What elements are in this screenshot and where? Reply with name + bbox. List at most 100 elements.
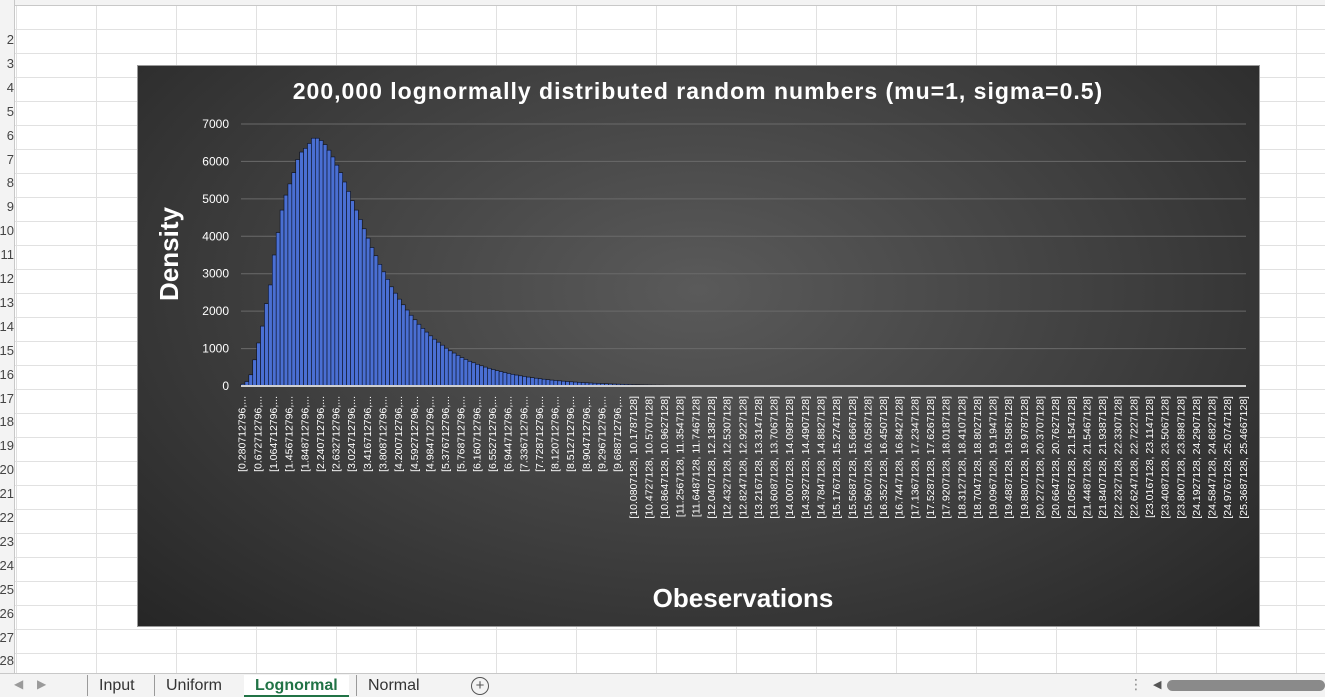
bar <box>511 374 515 386</box>
row-number[interactable]: 16 <box>0 367 14 382</box>
x-tick-label: [15.1767128, 15.2747128] <box>831 396 843 519</box>
bar <box>487 368 491 386</box>
row-number[interactable]: 28 <box>0 653 14 668</box>
bar <box>362 229 366 386</box>
x-tick-label: [20.2727128, 20.3707128] <box>1034 396 1046 519</box>
row-number[interactable]: 4 <box>0 80 14 95</box>
x-tick-label: [15.5687128, 15.6667128] <box>847 396 859 519</box>
bar <box>268 285 272 386</box>
row-number[interactable]: 25 <box>0 582 14 597</box>
row-number[interactable]: 24 <box>0 558 14 573</box>
bar <box>288 184 292 386</box>
bar <box>499 372 503 386</box>
bar <box>448 351 452 386</box>
x-tick-label: [12.0407128, 12.1387128] <box>706 396 718 519</box>
bar <box>276 233 280 386</box>
row-number[interactable]: 9 <box>0 199 14 214</box>
tab-lognormal[interactable]: Lognormal <box>244 675 349 697</box>
x-tick-label: [0.672712796,... <box>252 396 264 472</box>
x-tick-label: [21.8407128, 21.9387128] <box>1097 396 1109 519</box>
row-number[interactable]: 13 <box>0 295 14 310</box>
x-tick-label: [4.984712796,... <box>424 396 436 472</box>
bar <box>327 150 331 386</box>
scroll-left-icon[interactable]: ◀ <box>1153 678 1161 691</box>
bar <box>444 348 448 386</box>
x-tick-label: [9.688712796,... <box>612 396 624 472</box>
bar <box>538 379 542 386</box>
x-tick-label: [17.5287128, 17.6267128] <box>925 396 937 519</box>
x-tick-label: [2.632712796,... <box>331 396 343 472</box>
bar <box>331 157 335 386</box>
row-number[interactable]: 12 <box>0 271 14 286</box>
x-tick-label: [7.728712796,... <box>534 396 546 472</box>
row-number[interactable]: 3 <box>0 56 14 71</box>
prev-sheet-icon[interactable]: ◀ <box>14 677 23 691</box>
x-tick-label: [13.2167128, 13.3147128] <box>753 396 765 519</box>
x-tick-label: [23.8007128, 23.8987128] <box>1175 396 1187 519</box>
bar <box>519 376 523 386</box>
bar <box>370 248 374 386</box>
row-number[interactable]: 17 <box>0 391 14 406</box>
x-tick-label: [25.3687128, 25.4667128] <box>1238 396 1250 519</box>
x-tick-label: [23.0167128, 23.1147128] <box>1144 396 1156 518</box>
x-tick-label: [1.064712796,... <box>268 396 280 472</box>
x-tick-label: [14.0007128, 14.0987128] <box>784 396 796 519</box>
row-number[interactable]: 26 <box>0 606 14 621</box>
x-tick-label: [23.4087128, 23.5067128] <box>1160 396 1172 519</box>
x-tick-label: [19.0967128, 19.1947128] <box>988 396 1000 519</box>
column-header-strip <box>0 0 1325 6</box>
x-tick-label: [12.8247128, 12.9227128] <box>737 396 749 519</box>
x-tick-label: [3.024712796,... <box>346 396 358 472</box>
row-number[interactable]: 20 <box>0 462 14 477</box>
bar <box>335 165 339 386</box>
bar <box>437 342 441 386</box>
row-number[interactable]: 6 <box>0 128 14 143</box>
x-tick-label: [16.3527128, 16.4507128] <box>878 396 890 519</box>
tab-input[interactable]: Input <box>87 675 146 696</box>
x-tick-label: [8.904712796,... <box>581 396 593 472</box>
bar <box>386 279 390 386</box>
bar <box>433 339 437 386</box>
row-number[interactable]: 14 <box>0 319 14 334</box>
bar <box>339 173 343 386</box>
add-sheet-icon[interactable]: + <box>471 677 489 695</box>
row-number[interactable]: 23 <box>0 534 14 549</box>
bar <box>343 182 347 386</box>
row-number[interactable]: 7 <box>0 152 14 167</box>
tab-normal[interactable]: Normal <box>356 675 431 696</box>
bar <box>272 255 276 386</box>
bar <box>358 219 362 386</box>
row-number[interactable]: 15 <box>0 343 14 358</box>
row-number[interactable]: 11 <box>0 247 14 262</box>
x-tick-label: [0.280712796,... <box>237 396 249 472</box>
x-tick-label: [4.200712796,... <box>393 396 405 472</box>
next-sheet-icon[interactable]: ▶ <box>37 677 46 691</box>
row-number[interactable]: 5 <box>0 104 14 119</box>
bar <box>534 378 538 386</box>
row-number[interactable]: 10 <box>0 223 14 238</box>
x-tick-label: [17.9207128, 18.0187128] <box>941 396 953 519</box>
x-tick-label: [6.160712796,... <box>471 396 483 472</box>
row-number[interactable]: 22 <box>0 510 14 525</box>
scroll-split-handle-icon[interactable]: ⋮ <box>1129 676 1143 693</box>
chart-area[interactable]: 200,000 lognormally distributed random n… <box>137 65 1260 627</box>
bar <box>264 304 268 386</box>
bar <box>350 201 354 386</box>
row-number[interactable]: 2 <box>0 32 14 47</box>
row-number[interactable]: 21 <box>0 486 14 501</box>
y-tick-label: 2000 <box>202 304 229 318</box>
x-tick-label: [24.5847128, 24.6827128] <box>1207 396 1219 519</box>
row-number[interactable]: 19 <box>0 438 14 453</box>
x-tick-label: [21.4487128, 21.5467128] <box>1081 396 1093 519</box>
x-tick-label: [8.512712796,... <box>565 396 577 472</box>
y-tick-label: 6000 <box>202 154 229 168</box>
row-number[interactable]: 18 <box>0 414 14 429</box>
x-tick-label: [11.6487128, 11.7467128] <box>690 396 702 517</box>
bar <box>515 375 519 386</box>
row-number[interactable]: 27 <box>0 630 14 645</box>
tab-uniform[interactable]: Uniform <box>154 675 233 696</box>
horizontal-scrollbar-thumb[interactable] <box>1167 680 1325 691</box>
row-number[interactable]: 8 <box>0 175 14 190</box>
x-tick-label: [19.8807128, 19.9787128] <box>1019 396 1031 519</box>
